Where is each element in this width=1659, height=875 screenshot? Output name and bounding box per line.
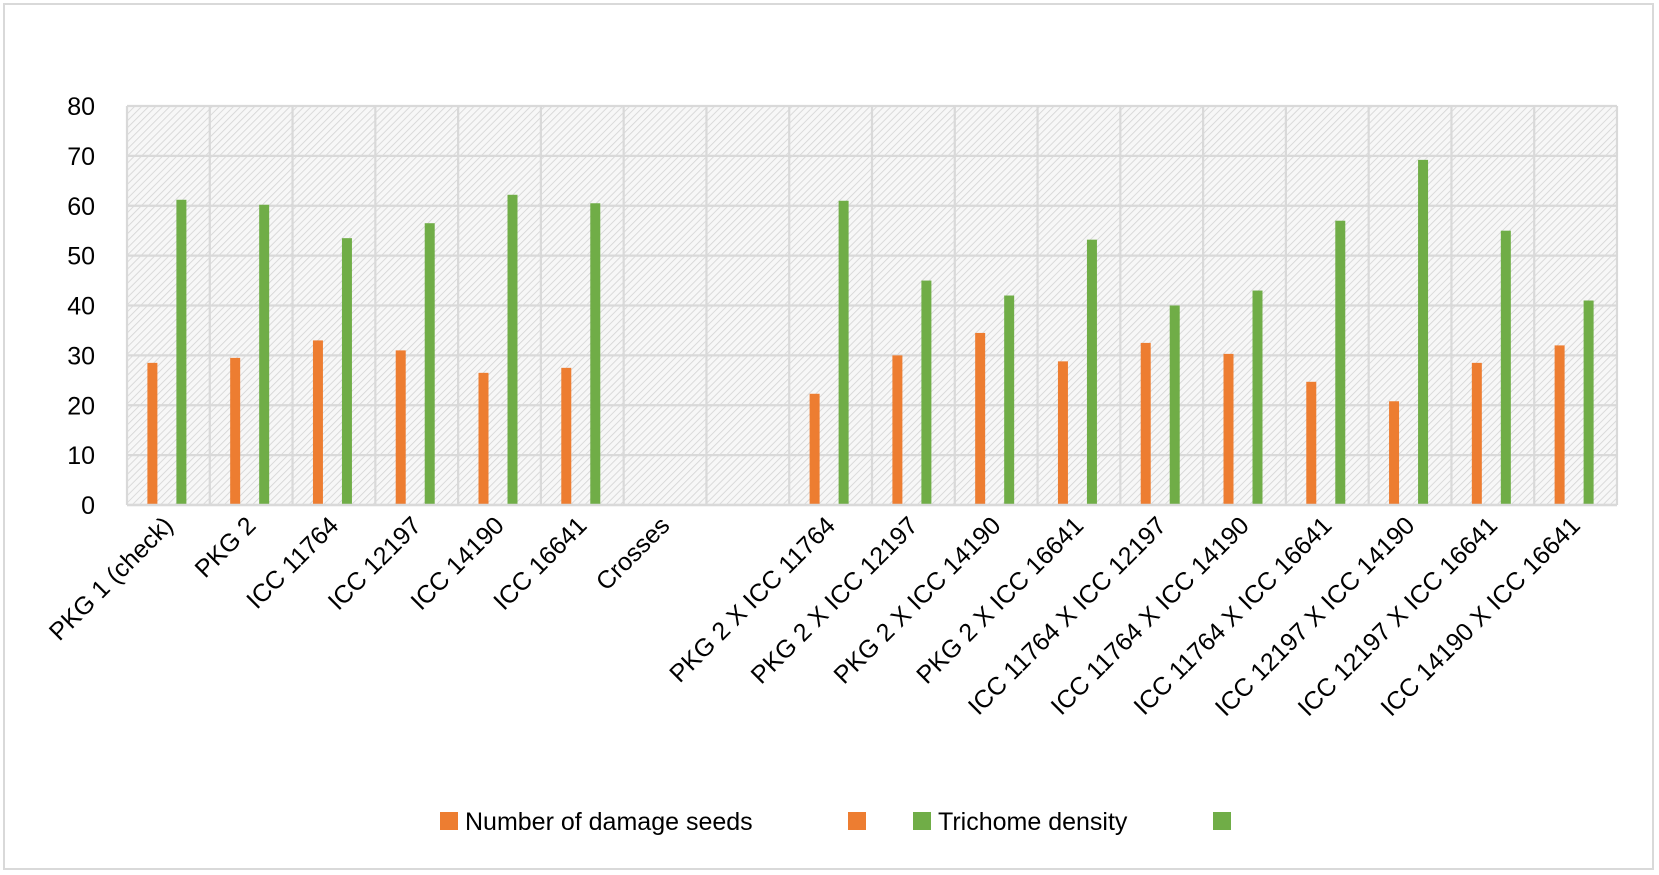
damage-seeds-bar — [561, 367, 572, 505]
y-tick-label: 60 — [67, 193, 95, 221]
legend-swatch — [440, 812, 458, 830]
x-tick-label: Crosses — [591, 511, 676, 596]
y-tick-label: 50 — [67, 243, 95, 271]
damage-seeds-bar — [1223, 353, 1234, 505]
trichome-density-bar — [259, 204, 270, 505]
trichome-density-bar — [424, 223, 435, 506]
legend: Number of damage seeds Trichome density — [440, 808, 1231, 836]
trichome-density-bar — [507, 194, 518, 505]
damage-seeds-bar — [1306, 381, 1317, 505]
damage-seeds-bar — [1057, 361, 1068, 505]
trichome-density-bar — [341, 238, 352, 505]
damage-seeds-bar — [312, 340, 323, 505]
trichome-density-bar — [921, 280, 932, 505]
y-tick-label: 20 — [67, 392, 95, 420]
trichome-density-bar — [1583, 300, 1594, 505]
damage-seeds-bar — [1389, 401, 1400, 505]
damage-seeds-bar — [809, 393, 820, 505]
damage-seeds-bar — [478, 372, 489, 505]
bars — [147, 159, 1594, 506]
damage-seeds-bar — [1471, 362, 1482, 505]
trichome-density-bar — [1500, 230, 1511, 505]
trichome-density-bar — [1086, 239, 1097, 506]
y-tick-label: 10 — [67, 442, 95, 470]
damage-seeds-bar — [892, 355, 903, 505]
damage-seeds-bar — [1140, 342, 1151, 505]
y-axis: 0 10 20 30 40 50 60 70 80 — [67, 93, 95, 520]
legend-swatch — [1213, 812, 1231, 830]
damage-seeds-bar — [395, 350, 406, 505]
trichome-density-bar — [1418, 159, 1429, 506]
trichome-density-bar — [1335, 220, 1346, 505]
trichome-density-bar — [1169, 305, 1180, 505]
x-tick-label: PKG 2 — [190, 511, 262, 583]
damage-seeds-bar — [1554, 345, 1565, 505]
trichome-density-bar — [838, 200, 849, 505]
trichome-density-bar — [176, 199, 187, 505]
x-tick-label: PKG 1 (check) — [44, 511, 179, 646]
trichome-density-bar — [1004, 295, 1015, 505]
trichome-density-bar — [1252, 290, 1263, 505]
damage-seeds-bar — [975, 332, 986, 505]
y-tick-label: 40 — [67, 293, 95, 321]
legend-swatch — [848, 812, 866, 830]
y-tick-label: 70 — [67, 143, 95, 171]
y-tick-label: 80 — [67, 93, 95, 121]
y-tick-label: 0 — [81, 492, 95, 520]
damage-seeds-bar — [147, 362, 158, 505]
damage-seeds-bar — [230, 357, 241, 505]
y-tick-label: 30 — [67, 342, 95, 370]
legend-swatch — [913, 812, 931, 830]
legend-label: Trichome density — [938, 808, 1128, 836]
legend-label: Number of damage seeds — [465, 808, 753, 836]
trichome-density-bar — [590, 203, 601, 505]
gridlines — [125, 104, 1619, 507]
